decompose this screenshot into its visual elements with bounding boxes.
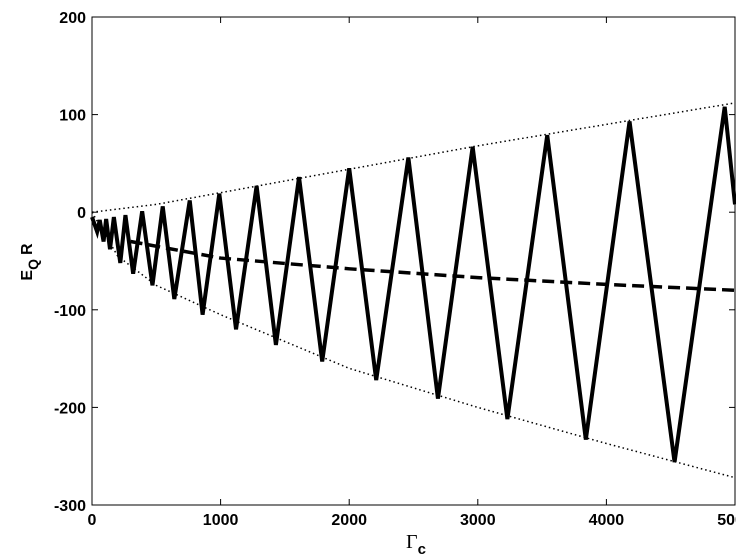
line-series [130, 239, 736, 293]
x-tick-label: 4000 [589, 512, 625, 529]
y-tick-label: -200 [54, 400, 86, 417]
y-tick-label: 100 [59, 108, 86, 125]
x-axis-label: Γc [406, 531, 426, 558]
x-tick-label: 5000 [717, 512, 736, 529]
plot-frame [91, 16, 736, 506]
x-tick-label: 3000 [460, 512, 496, 529]
x-tick-label: 0 [88, 512, 97, 529]
y-axis-label: EQR [19, 243, 41, 281]
line-series [90, 106, 736, 463]
x-tick-label: 1000 [203, 512, 239, 529]
y-tick-label: -100 [54, 303, 86, 320]
x-tick-label: 2000 [331, 512, 367, 529]
y-tick-label: 0 [77, 205, 86, 222]
y-tick-label: -300 [54, 498, 86, 515]
y-tick-label: 200 [59, 10, 86, 27]
line-series [91, 211, 736, 479]
